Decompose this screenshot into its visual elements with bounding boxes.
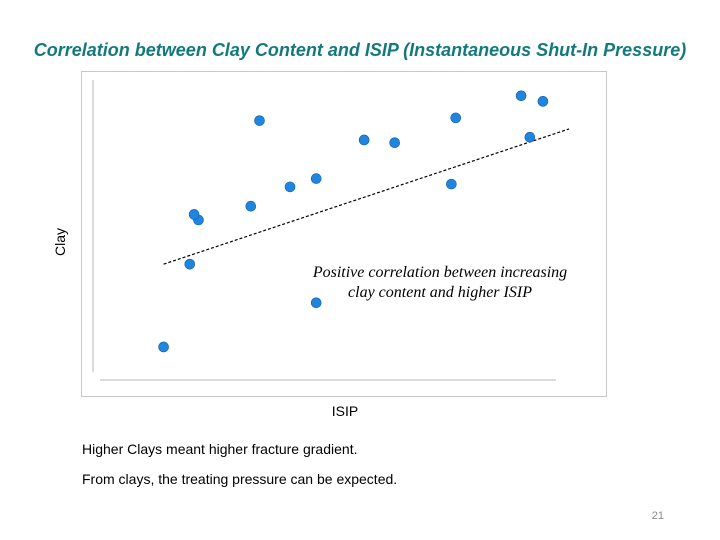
body-text-line: Higher Clays meant higher fracture gradi… bbox=[82, 441, 358, 457]
data-point bbox=[446, 178, 457, 190]
page-number: 21 bbox=[651, 510, 664, 522]
data-point bbox=[515, 90, 527, 102]
data-point bbox=[310, 173, 322, 184]
points-layer bbox=[158, 90, 549, 353]
data-point bbox=[245, 200, 257, 212]
data-point bbox=[254, 115, 265, 126]
chart-annotation: Positive correlation between increasing … bbox=[290, 263, 590, 303]
annotation-line: Positive correlation between increasing bbox=[312, 264, 568, 281]
data-point bbox=[524, 131, 536, 143]
data-point bbox=[184, 258, 196, 270]
data-point bbox=[450, 112, 462, 124]
trendline-layer bbox=[163, 128, 570, 265]
annotation-line: clay content and higher ISIP bbox=[348, 284, 532, 301]
data-point bbox=[158, 341, 169, 353]
data-point bbox=[537, 96, 549, 107]
trendline bbox=[163, 128, 570, 265]
chart-frame bbox=[81, 71, 607, 397]
y-axis-label: Clay bbox=[52, 228, 68, 257]
x-axis-label: ISIP bbox=[331, 403, 359, 419]
chart-axes bbox=[92, 80, 556, 381]
data-point bbox=[188, 209, 200, 220]
body-text-line: From clays, the treating pressure can be… bbox=[82, 471, 398, 487]
data-point bbox=[358, 134, 370, 146]
data-point bbox=[389, 137, 400, 149]
data-point bbox=[310, 297, 322, 309]
scatter-chart bbox=[92, 80, 570, 381]
slide-title: Correlation between Clay Content and ISI… bbox=[33, 40, 687, 60]
data-point bbox=[284, 181, 296, 193]
